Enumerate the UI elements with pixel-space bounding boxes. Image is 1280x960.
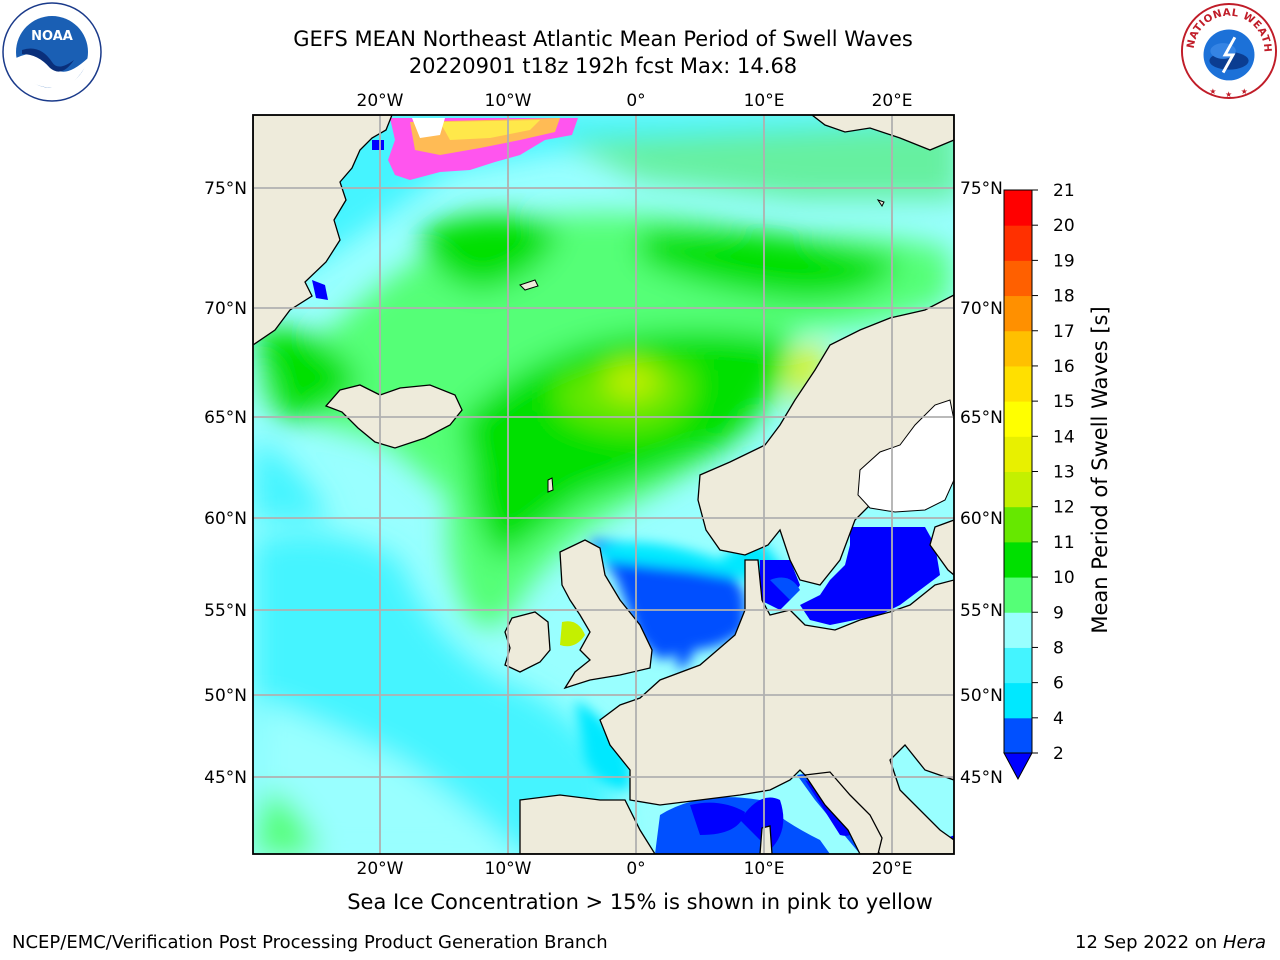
colorbar-segment	[1004, 295, 1032, 332]
colorbar-tick-label: 15	[1053, 392, 1075, 412]
colorbar-segment	[1004, 365, 1032, 402]
map-plot-area	[253, 115, 954, 854]
lat-label: 45°N	[960, 768, 1003, 788]
svalbard	[810, 115, 954, 151]
map-frame	[252, 114, 955, 855]
greenland	[253, 115, 393, 346]
colorbar-segment	[1004, 647, 1032, 684]
colorbar-segment	[1004, 330, 1032, 367]
lat-label: 50°N	[960, 686, 1003, 706]
sea-ice-region	[372, 118, 578, 180]
lat-label: 65°N	[204, 408, 247, 428]
generation-info: 12 Sep 2022 on Hera	[1075, 932, 1266, 953]
lat-label: 50°N	[204, 686, 247, 706]
colorbar-segment	[1004, 471, 1032, 508]
colorbar-tick-label: 11	[1053, 533, 1075, 553]
lon-label: 20°E	[872, 859, 913, 879]
lon-label: 10°E	[744, 91, 785, 111]
colorbar-segment	[1004, 401, 1032, 437]
colorbar-segment	[1004, 190, 1032, 226]
colorbar-segment	[1004, 541, 1032, 578]
colorbar-segment	[1004, 506, 1032, 543]
colorbar-tick-label: 6	[1053, 674, 1064, 694]
producer-credit: NCEP/EMC/Verification Post Processing Pr…	[12, 932, 608, 953]
colorbar-tick-label: 10	[1053, 568, 1075, 588]
lat-label: 65°N	[960, 408, 1003, 428]
title-line-2: 20220901 t18z 192h fcst Max: 14.68	[408, 54, 798, 78]
italy	[803, 771, 883, 854]
generation-date: 12 Sep 2022 on	[1075, 932, 1223, 953]
lat-label: 55°N	[960, 601, 1003, 621]
lon-label: 0°	[626, 91, 645, 111]
colorbar-segment	[1004, 682, 1032, 719]
noaa-logo: NOAA	[2, 2, 102, 102]
colorbar-segment	[1004, 225, 1032, 261]
colorbar-extend-arrow	[1003, 752, 1033, 781]
svg-text:★: ★	[1225, 90, 1232, 99]
lon-label: 0°	[626, 859, 645, 879]
svg-text:★: ★	[1241, 87, 1248, 96]
lat-label: 60°N	[204, 509, 247, 529]
lat-label: 60°N	[960, 509, 1003, 529]
colorbar-tick-label: 20	[1053, 216, 1075, 236]
colorbar-tick-label: 19	[1053, 251, 1075, 271]
lon-label: 10°W	[485, 91, 532, 111]
great-britain	[559, 539, 653, 690]
lat-labels-right: 75°N 70°N 65°N 60°N 55°N 50°N 45°N	[960, 179, 1003, 788]
lon-label: 20°E	[872, 91, 913, 111]
colorbar-tick-label: 9	[1053, 603, 1064, 623]
colorbar-tick-label: 12	[1053, 498, 1075, 518]
machine-name: Hera	[1222, 932, 1266, 953]
lat-labels-left: 75°N 70°N 65°N 60°N 55°N 50°N 45°N	[204, 179, 247, 788]
colorbar: 2 4 6 8 9 10 11 12 13 14 15 16 17 18 19 20 21	[1003, 181, 1075, 781]
lon-label: 20°W	[357, 859, 404, 879]
lon-label: 10°E	[744, 859, 785, 879]
colorbar-segment	[1004, 436, 1032, 472]
colorbar-tick-label: 4	[1053, 709, 1064, 729]
lat-label: 45°N	[204, 768, 247, 788]
lon-labels-bottom: 20°W 10°W 0° 10°E 20°E	[357, 859, 913, 879]
colorbar-segment	[1004, 612, 1032, 648]
lon-label: 10°W	[485, 859, 532, 879]
colorbar-tick-label: 17	[1053, 322, 1075, 342]
landmasses	[253, 115, 954, 854]
map-title: GEFS MEAN Northeast Atlantic Mean Period…	[0, 26, 1206, 80]
colorbar-segment	[1004, 717, 1032, 754]
lat-label: 70°N	[204, 299, 247, 319]
graticule	[253, 115, 954, 854]
colorbar-tick-label: 13	[1053, 463, 1075, 483]
svg-text:NOAA: NOAA	[31, 29, 73, 44]
colorbar-tick-label: 21	[1053, 181, 1075, 201]
lat-label: 70°N	[960, 299, 1003, 319]
lat-label: 75°N	[204, 179, 247, 199]
title-line-1: GEFS MEAN Northeast Atlantic Mean Period…	[293, 27, 913, 51]
continental-europe	[599, 559, 954, 854]
svg-text:★: ★	[1209, 87, 1216, 96]
colorbar-segment	[1004, 577, 1032, 613]
colorbar-tick-label: 18	[1053, 287, 1075, 307]
lat-label: 75°N	[960, 179, 1003, 199]
baltic-field	[800, 527, 940, 625]
lon-label: 20°W	[357, 91, 404, 111]
sea-ice-note: Sea Ice Concentration > 15% is shown in …	[347, 890, 933, 914]
sweden-inland	[857, 399, 954, 513]
lon-labels-top: 20°W 10°W 0° 10°E 20°E	[357, 91, 913, 111]
lat-label: 55°N	[204, 601, 247, 621]
colorbar-tick-label: 14	[1053, 427, 1075, 447]
colorbar-tick-label: 2	[1053, 744, 1064, 764]
colorbar-segment	[1004, 260, 1032, 297]
iberia	[519, 794, 656, 854]
colorbar-label: Mean Period of Swell Waves [s]	[1088, 306, 1112, 633]
colorbar-tick-label: 8	[1053, 638, 1064, 658]
nws-logo: NATIONAL WEATHER SERVICE ★ ★ ★	[1180, 2, 1278, 99]
colorbar-tick-label: 16	[1053, 357, 1075, 377]
